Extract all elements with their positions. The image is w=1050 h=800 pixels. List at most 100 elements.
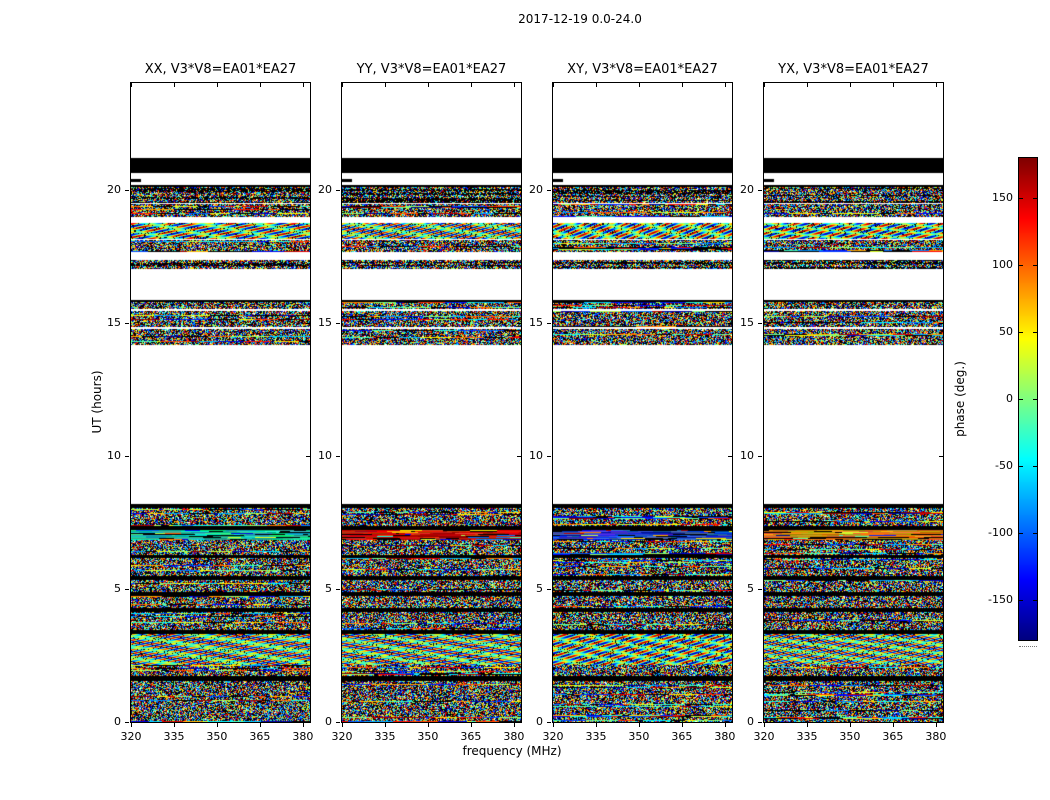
x-tick-top (806, 83, 808, 87)
y-tick (125, 455, 129, 457)
panel-title-yy: YY, V3*V8=EA01*EA27 (356, 62, 507, 77)
panel-xy (552, 82, 733, 723)
y-tick-label: 5 (536, 581, 543, 595)
x-tick-label: 335 (585, 730, 607, 743)
x-tick (595, 723, 597, 727)
colorbar-tick-label: -150 (988, 592, 1013, 606)
heatmap-xx (131, 83, 310, 722)
x-tick-top (595, 83, 597, 87)
x-tick-top (681, 83, 683, 87)
x-tick-top (513, 83, 515, 87)
x-tick-label: 365 (671, 730, 693, 743)
y-tick (547, 189, 551, 191)
panel-yy (341, 82, 522, 723)
y-tick (336, 189, 340, 191)
x-tick-top (638, 83, 640, 87)
x-tick-label: 350 (628, 730, 650, 743)
y-tick-right (728, 588, 732, 590)
colorbar-tick-right (1033, 465, 1037, 467)
y-tick-right (306, 455, 310, 457)
x-tick-label: 320 (120, 730, 142, 743)
x-tick (384, 723, 386, 727)
colorbar-gradient (1019, 158, 1037, 640)
panel-yx (763, 82, 944, 723)
x-tick-label: 350 (206, 730, 228, 743)
y-tick-right (306, 588, 310, 590)
x-tick-label: 350 (839, 730, 861, 743)
y-tick (336, 722, 340, 723)
x-tick (173, 723, 175, 727)
y-tick (547, 455, 551, 457)
x-tick-top (259, 83, 261, 87)
x-tick (259, 723, 261, 727)
y-tick-label: 0 (747, 715, 754, 728)
colorbar-tick (1019, 465, 1023, 467)
x-tick-label: 380 (925, 730, 947, 743)
y-axis-label: UT (hours) (90, 370, 104, 434)
y-tick (125, 722, 129, 723)
x-tick-label: 350 (417, 730, 439, 743)
y-tick-right (306, 189, 310, 191)
y-tick-right (517, 455, 521, 457)
x-tick-label: 320 (331, 730, 353, 743)
x-tick-top (173, 83, 175, 87)
x-tick-top (892, 83, 894, 87)
x-tick-label: 335 (163, 730, 185, 743)
panel-title-xx: XX, V3*V8=EA01*EA27 (144, 62, 297, 77)
colorbar-tick-right (1033, 599, 1037, 601)
y-tick-right (517, 722, 521, 723)
y-tick-right (939, 322, 943, 324)
y-tick (547, 588, 551, 590)
heatmap-xy (553, 83, 732, 722)
x-tick (849, 723, 851, 727)
x-tick-label: 320 (542, 730, 564, 743)
y-tick-right (306, 722, 310, 723)
colorbar-tick-right (1033, 532, 1037, 534)
x-tick-top (935, 83, 937, 87)
panel-title-xy: XY, V3*V8=EA01*EA27 (567, 62, 718, 77)
y-tick (758, 722, 762, 723)
x-tick (302, 723, 304, 727)
y-tick-right (517, 588, 521, 590)
colorbar (1018, 157, 1038, 641)
x-tick-top (342, 83, 343, 87)
panel-title-yx: YX, V3*V8=EA01*EA27 (778, 62, 929, 77)
x-tick-top (764, 83, 765, 87)
colorbar-tick (1019, 599, 1023, 601)
x-tick-top (131, 83, 132, 87)
colorbar-tick-right (1033, 332, 1037, 334)
x-tick-label: 380 (714, 730, 736, 743)
x-tick-top (849, 83, 851, 87)
y-tick-label: 5 (747, 581, 754, 595)
colorbar-tick-label: -100 (988, 525, 1013, 539)
x-tick (681, 723, 683, 727)
x-tick (764, 723, 765, 727)
y-tick-label: 20 (529, 182, 543, 196)
y-tick (758, 189, 762, 191)
y-tick-right (939, 588, 943, 590)
x-tick (131, 723, 132, 727)
x-tick-top (427, 83, 429, 87)
heatmap-yy (342, 83, 521, 722)
colorbar-label: phase (deg.) (953, 361, 967, 437)
x-tick (724, 723, 726, 727)
y-tick-label: 15 (318, 315, 332, 329)
y-tick-label: 20 (107, 182, 121, 196)
y-tick (758, 588, 762, 590)
y-tick-right (306, 322, 310, 324)
x-tick-top (470, 83, 472, 87)
x-tick (216, 723, 218, 727)
y-tick (547, 722, 551, 723)
x-tick-label: 365 (460, 730, 482, 743)
colorbar-tick-label: 150 (992, 191, 1013, 205)
y-tick-right (728, 455, 732, 457)
y-tick (758, 322, 762, 324)
y-tick-label: 0 (114, 715, 121, 728)
y-tick-right (517, 189, 521, 191)
x-tick-top (384, 83, 386, 87)
y-tick (547, 322, 551, 324)
colorbar-tick (1019, 198, 1023, 200)
x-tick-top (216, 83, 218, 87)
y-tick (336, 455, 340, 457)
